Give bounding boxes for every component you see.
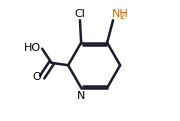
Text: HO: HO bbox=[24, 43, 41, 53]
Text: O: O bbox=[32, 72, 41, 82]
Text: Cl: Cl bbox=[75, 9, 85, 19]
Text: N: N bbox=[77, 91, 85, 101]
Text: NH: NH bbox=[112, 9, 129, 19]
Text: 2: 2 bbox=[120, 12, 125, 21]
